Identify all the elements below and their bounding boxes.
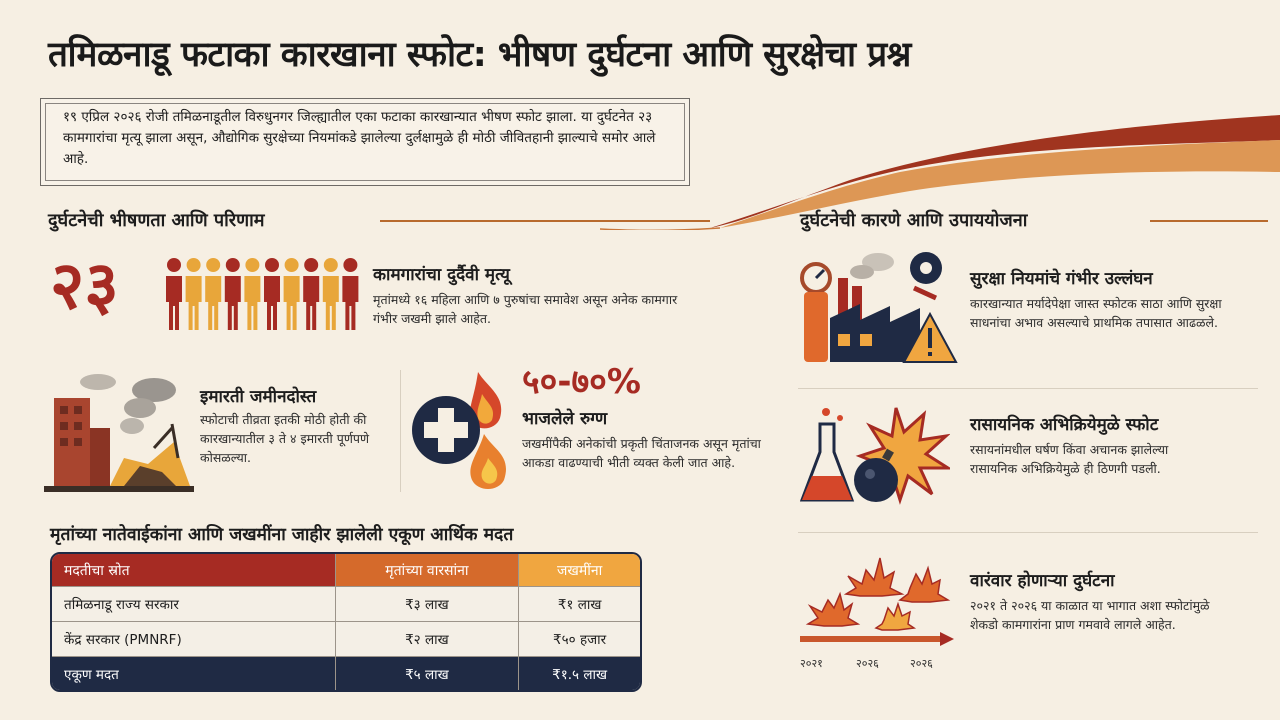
timeline-label-1: २०२१ (800, 657, 823, 670)
worker-figure-icon (322, 258, 339, 330)
cause-2-text: रसायनांमधील घर्षण किंवा अचानक झालेल्या र… (970, 442, 1169, 476)
cause-1-text: कारखान्यात मर्यादेपेक्षा जास्त स्फोटक सा… (970, 296, 1222, 330)
timeline-label-3: २०२६ (910, 657, 933, 670)
right-section-heading: दुर्घटनेची कारणे आणि उपाययोजना (800, 210, 1028, 231)
right-divider-1 (798, 388, 1258, 389)
cause-1-title: सुरक्षा नियमांचे गंभीर उल्लंघन (970, 269, 1153, 289)
timeline-explosions-icon (800, 557, 954, 646)
cause-2-title: रासायनिक अभिक्रियेमुळे स्फोट (970, 415, 1159, 435)
right-section-rule (1150, 220, 1268, 222)
worker-figure-icon (283, 258, 300, 330)
intro-box: १९ एप्रिल २०२६ रोजी तमिळनाडूतील विरुधुनग… (40, 98, 690, 186)
medical-burn-icon (412, 372, 506, 489)
worker-figure-icon (185, 258, 202, 330)
aid-table-header: मदतीचा स्रोत मृतांच्या वारसांना जखमींना (52, 554, 640, 587)
timeline-label-2: २०२६ (856, 657, 879, 670)
aid-cell: ₹३ लाख (334, 587, 519, 622)
cause-3-text: २०२१ ते २०२६ या काळात या भागात अशा स्फोट… (970, 598, 1210, 632)
worker-figures-icon (166, 258, 359, 330)
deaths-number: २३ (50, 247, 119, 324)
page-title: तमिळनाडू फटाका कारखाना स्फोट: भीषण दुर्घ… (48, 35, 911, 75)
chemical-explosion-icon (800, 407, 950, 505)
decorative-swoosh (600, 115, 1280, 230)
aid-cell: ₹५० हजार (518, 622, 640, 657)
burns-percent: ५०-७०% (522, 362, 641, 402)
collapsed-building-icon (44, 374, 194, 492)
aid-cell: तमिळनाडू राज्य सरकार (52, 587, 335, 622)
worker-figure-icon (166, 258, 182, 330)
aid-header-injured: जखमींना (518, 554, 640, 587)
burns-title: भाजलेले रुग्ण (522, 409, 608, 429)
left-section-rule (380, 220, 710, 222)
aid-cell: ₹२ लाख (334, 622, 519, 657)
left-section-heading: दुर्घटनेची भीषणता आणि परिणाम (48, 210, 265, 231)
deaths-title: कामगारांचा दुर्दैवी मृत्यू (373, 265, 510, 285)
worker-figure-icon (264, 258, 280, 330)
aid-header-deceased: मृतांच्या वारसांना (334, 554, 519, 587)
aid-total-label: एकूण मदत (52, 657, 335, 690)
aid-heading: मृतांच्या नातेवाईकांना आणि जखमींना जाहीर… (50, 525, 514, 545)
factory-warning-icon (800, 252, 958, 363)
worker-figure-icon (244, 258, 261, 330)
buildings-title: इमारती जमीनदोस्त (200, 387, 317, 407)
aid-total-injured: ₹१.५ लाख (518, 657, 640, 690)
table-row-total: एकूण मदत ₹५ लाख ₹१.५ लाख (52, 657, 640, 690)
worker-figure-icon (224, 258, 241, 330)
burns-text: जखमींपैकी अनेकांची प्रकृती चिंताजनक असून… (522, 436, 761, 470)
aid-header-source: मदतीचा स्रोत (52, 554, 335, 587)
deaths-text: मृतांमध्ये १६ महिला आणि ७ पुरुषांचा समाव… (373, 292, 678, 326)
aid-table-container: मदतीचा स्रोत मृतांच्या वारसांना जखमींना … (50, 552, 642, 692)
aid-total-deceased: ₹५ लाख (334, 657, 519, 690)
aid-table: मदतीचा स्रोत मृतांच्या वारसांना जखमींना … (52, 554, 640, 690)
aid-cell: केंद्र सरकार (PMNRF) (52, 622, 335, 657)
table-row: केंद्र सरकार (PMNRF) ₹२ लाख ₹५० हजार (52, 622, 640, 657)
left-mid-divider (400, 370, 401, 492)
cause-3-title: वारंवार होणाऱ्या दुर्घटना (970, 571, 1115, 591)
worker-figure-icon (303, 258, 320, 330)
right-divider-2 (798, 532, 1258, 533)
buildings-text: स्फोटाची तीव्रता इतकी मोठी होती की कारखा… (200, 412, 370, 465)
worker-figure-icon (205, 258, 222, 330)
worker-figure-icon (342, 258, 359, 330)
aid-cell: ₹१ लाख (518, 587, 640, 622)
table-row: तमिळनाडू राज्य सरकार ₹३ लाख ₹१ लाख (52, 587, 640, 622)
intro-text: १९ एप्रिल २०२६ रोजी तमिळनाडूतील विरुधुनग… (63, 109, 656, 167)
